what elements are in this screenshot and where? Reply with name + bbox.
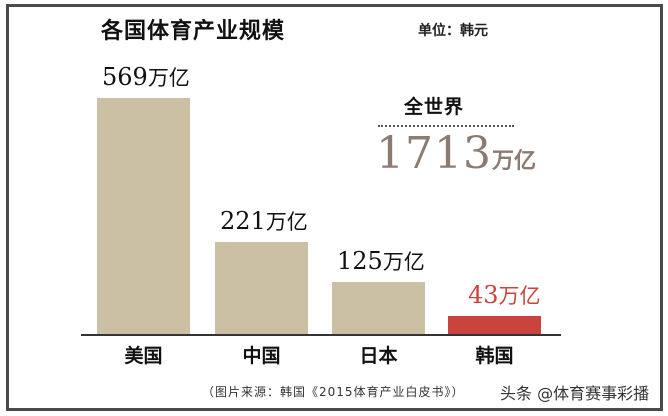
bar-2 xyxy=(332,282,425,334)
world-total-label: 全世界 xyxy=(404,96,465,118)
bar-value-label: 221万亿 xyxy=(220,206,308,236)
category-label: 韩国 xyxy=(475,345,514,367)
bar-value-label: 43万亿 xyxy=(468,280,541,310)
bar-1 xyxy=(215,242,308,334)
bar-0 xyxy=(97,98,190,334)
world-total-number: 1713 xyxy=(376,128,492,179)
unit-label: 单位：韩元 xyxy=(418,23,488,39)
bar-value-number: 43 xyxy=(468,281,499,309)
category-label: 中国 xyxy=(242,345,281,367)
bar-value-number: 125 xyxy=(337,247,383,275)
bar-value-unit: 万亿 xyxy=(498,284,541,308)
world-total-value: 1713万亿 xyxy=(376,128,536,179)
bar-value-unit: 万亿 xyxy=(382,250,425,274)
bar-value-label: 125万亿 xyxy=(337,246,425,276)
bar-value-unit: 万亿 xyxy=(265,210,308,234)
watermark: 头条 @体育赛事彩播 xyxy=(500,384,650,403)
bar-value-unit: 万亿 xyxy=(147,66,190,90)
bar-value-number: 221 xyxy=(220,207,266,235)
bar-value-label: 569万亿 xyxy=(102,62,190,92)
world-total-unit: 万亿 xyxy=(491,149,536,174)
x-axis-baseline xyxy=(81,334,561,336)
category-label: 美国 xyxy=(124,345,163,367)
bar-value-number: 569 xyxy=(102,63,148,91)
source-caption: （图片来源：韩国《2015体育产业白皮书》） xyxy=(202,385,465,399)
dotted-divider xyxy=(378,125,514,127)
chart-title: 各国体育产业规模 xyxy=(101,19,286,44)
category-label: 日本 xyxy=(359,345,398,367)
bar-3 xyxy=(448,316,541,334)
